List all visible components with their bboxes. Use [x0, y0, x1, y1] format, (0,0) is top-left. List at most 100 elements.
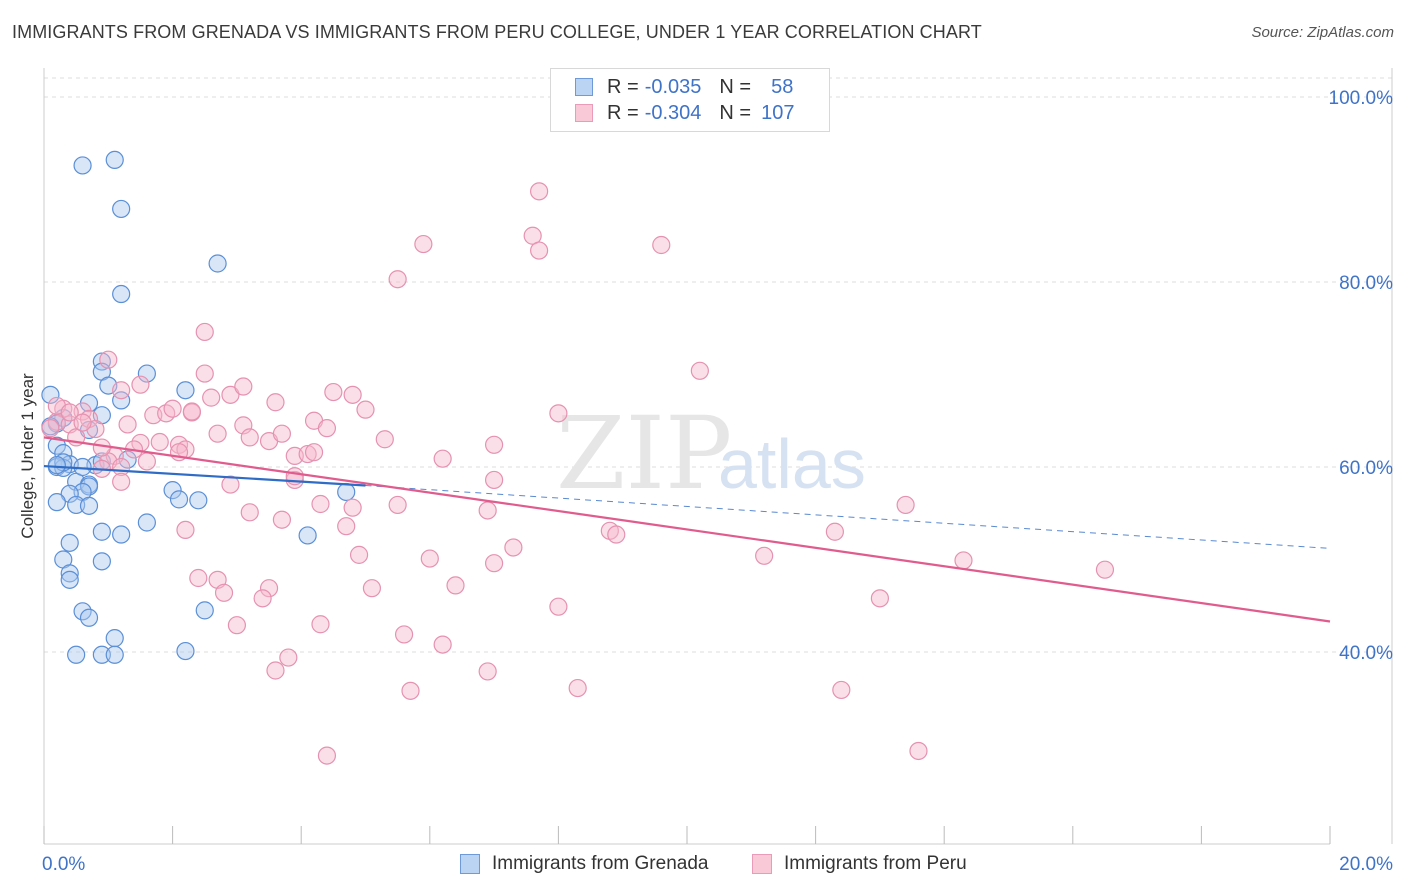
peru-point [343, 385, 362, 404]
grenada-point [67, 645, 86, 664]
peru-point [266, 393, 285, 412]
peru-point [137, 452, 156, 471]
grenada-point [79, 496, 99, 515]
grenada-n-value: 58 [771, 75, 794, 98]
peru-point [909, 741, 928, 761]
watermark-atlas: atlas [718, 425, 866, 503]
correlation-legend: R = -0.035 N = 58 R = -0.304 N = 107 [550, 68, 830, 132]
peru-point [298, 444, 317, 464]
grenada-point [208, 254, 227, 273]
peru-point [954, 551, 973, 570]
peru-point [349, 545, 369, 564]
grenada-trend-line [43, 464, 366, 487]
peru-point [607, 525, 626, 544]
grenada-point [176, 381, 195, 400]
peru-point [504, 538, 523, 557]
grenada-point [60, 564, 79, 583]
peru-point [356, 400, 375, 419]
grenada-point [105, 629, 124, 648]
peru-point [414, 234, 433, 254]
peru-point [112, 472, 131, 491]
peru-point [690, 361, 709, 380]
peru-point [343, 498, 362, 517]
y-tick-label: 100.0% [1329, 88, 1394, 109]
peru-point [375, 430, 394, 449]
grenada-point [137, 513, 156, 532]
peru-point [195, 322, 214, 342]
peru-point [394, 625, 414, 644]
peru-point [272, 424, 292, 443]
peru-point [214, 583, 234, 602]
watermark: ZIP atlas [556, 395, 866, 512]
peru-point [1095, 560, 1115, 579]
peru-trend-line [43, 436, 1331, 623]
grenada-point [41, 385, 60, 404]
peru-point [60, 403, 79, 422]
peru-point [112, 381, 131, 400]
grenada-point [60, 570, 79, 589]
peru-point [485, 470, 504, 490]
axes [43, 68, 1393, 845]
peru-point [870, 589, 890, 608]
bottom-legend-peru: Immigrants from Peru [752, 851, 967, 877]
grenada-point [112, 391, 131, 410]
peru-point [478, 662, 497, 681]
peru-point [176, 520, 195, 540]
peru-point [195, 364, 214, 383]
grenada-point [195, 601, 214, 620]
peru-point [311, 494, 330, 514]
grenada-legend-label: Immigrants from Grenada [492, 853, 709, 874]
y-tick-label: 60.0% [1339, 458, 1393, 479]
peru-r-value: -0.304 [644, 101, 702, 124]
peru-r-label: R = [607, 101, 639, 124]
peru-point [478, 501, 497, 520]
grenada-point [47, 436, 66, 455]
tick-labels: 40.0% 60.0% 80.0% 100.0% 0.0% 20.0% [42, 88, 1393, 875]
peru-point [182, 402, 201, 421]
peru-n-value: 107 [761, 101, 795, 124]
peru-legend-label: Immigrants from Peru [784, 853, 967, 874]
peru-point [189, 568, 208, 588]
legend-row-grenada: R = -0.035 N = 58 [575, 74, 793, 100]
peru-point [324, 382, 343, 402]
peru-point [317, 746, 337, 765]
grenada-swatch [575, 78, 593, 96]
peru-point [259, 579, 279, 598]
grenada-point [105, 150, 124, 169]
peru-point [832, 680, 851, 700]
grenada-point [189, 491, 208, 510]
peru-point [99, 350, 118, 369]
peru-point [221, 475, 240, 494]
peru-point [221, 385, 240, 404]
grenada-point [92, 552, 111, 571]
grenada-r-label: R = [607, 75, 639, 98]
peru-point [240, 428, 259, 447]
grenada-point [60, 533, 79, 552]
peru-point [530, 241, 549, 260]
peru-point [433, 635, 452, 654]
grenada-trend-dashed [365, 485, 1331, 549]
peru-point [272, 510, 292, 529]
peru-points [41, 182, 1115, 765]
peru-point [755, 546, 774, 565]
grenada-point [112, 199, 131, 219]
peru-point [401, 681, 420, 700]
bottom-legend-grenada: Immigrants from Grenada [460, 851, 708, 877]
grenada-points [41, 150, 356, 664]
peru-point [234, 377, 253, 396]
peru-point [163, 399, 182, 418]
peru-point [208, 424, 227, 443]
peru-point [362, 579, 382, 598]
peru-point [530, 182, 549, 201]
grenada-point [298, 526, 317, 545]
peru-point [568, 678, 587, 698]
peru-point [41, 419, 60, 438]
grenada-point [112, 525, 131, 544]
grenada-point [73, 156, 92, 175]
peru-point [279, 648, 298, 667]
peru-point [896, 495, 915, 515]
grenada-n-label: N = [719, 75, 752, 98]
peru-point [131, 375, 150, 394]
watermark-zip: ZIP [556, 395, 732, 512]
